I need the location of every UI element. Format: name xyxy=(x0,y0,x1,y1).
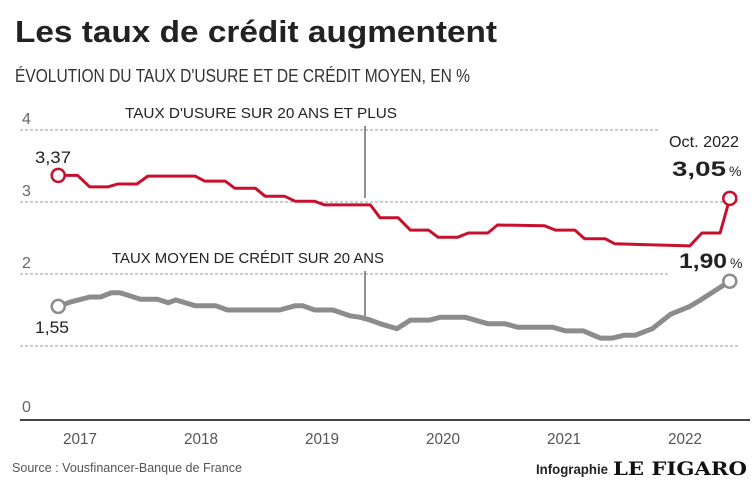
series-line-usure xyxy=(58,173,732,248)
x-tick-label: 2022 xyxy=(668,431,702,448)
label-usure-end: 3,05 xyxy=(672,158,726,181)
end-point-moyen xyxy=(722,273,738,289)
gridlines xyxy=(20,129,740,347)
x-axis-ticks: 2017 2018 2019 2020 2021 2022 xyxy=(63,431,702,448)
y-axis-ticks: 0 2 3 4 xyxy=(22,111,31,416)
series-label-moyen: TAUX MOYEN DE CRÉDIT SUR 20 ANS xyxy=(112,250,384,267)
le-figaro-logo: LE FIGARO xyxy=(613,458,747,480)
x-tick-label: 2021 xyxy=(547,431,581,448)
x-tick-label: 2018 xyxy=(184,431,218,448)
start-point-moyen xyxy=(50,298,66,315)
x-tick-label: 2020 xyxy=(426,431,460,448)
series-line-moyen xyxy=(57,279,732,341)
source-text: Source : Vousfinancer-Banque de France xyxy=(12,460,242,475)
label-usure-start: 3,37 xyxy=(35,148,71,167)
start-point-usure xyxy=(50,167,66,184)
label-end-date: Oct. 2022 xyxy=(669,134,739,151)
series-group xyxy=(50,167,738,341)
y-tick-label: 0 xyxy=(22,399,31,416)
label-moyen-end: 1,90 xyxy=(679,250,727,273)
credit-prefix: Infographie xyxy=(536,461,608,477)
label-moyen-end-percent: % xyxy=(730,255,742,271)
chart-title: Les taux de crédit augmentent xyxy=(15,14,497,49)
x-tick-label: 2019 xyxy=(305,431,339,448)
y-tick-label: 4 xyxy=(22,111,31,128)
y-tick-label: 2 xyxy=(22,255,31,272)
end-point-usure xyxy=(722,190,738,207)
y-tick-label: 3 xyxy=(22,183,31,200)
chart-subtitle: ÉVOLUTION DU TAUX D'USURE ET DE CRÉDIT M… xyxy=(15,66,470,86)
series-label-usure: TAUX D'USURE SUR 20 ANS ET PLUS xyxy=(125,105,397,122)
x-tick-label: 2017 xyxy=(63,431,97,448)
label-usure-end-percent: % xyxy=(729,163,741,179)
label-moyen-start: 1,55 xyxy=(35,318,69,337)
